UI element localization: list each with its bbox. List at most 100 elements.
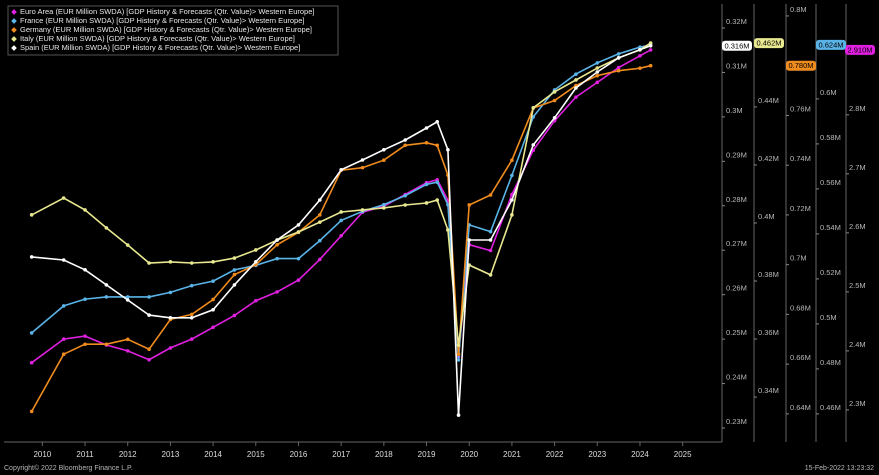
- data-point: [83, 208, 87, 212]
- data-point: [211, 279, 215, 283]
- data-point: [510, 173, 514, 178]
- value-tag: [786, 60, 816, 71]
- data-point: [318, 238, 322, 243]
- data-point: [211, 307, 215, 312]
- data-point: [467, 203, 472, 207]
- data-point: [147, 347, 151, 352]
- y-tick-label: 0.38M: [758, 270, 779, 279]
- data-point: [648, 48, 653, 52]
- data-point: [211, 325, 215, 330]
- data-point: [456, 343, 461, 347]
- data-point: [147, 313, 151, 317]
- y-tick-label: 2.7M: [849, 163, 866, 172]
- legend-label: France (EUR Million SWDA) [GDP History &…: [20, 16, 304, 25]
- data-point: [125, 298, 130, 302]
- x-tick-label: 2021: [503, 450, 521, 459]
- legend-marker: [11, 9, 17, 15]
- data-point: [488, 273, 493, 277]
- x-tick-label: 2015: [247, 450, 265, 459]
- data-point: [638, 47, 642, 52]
- y-tick-label: 0.24M: [726, 373, 747, 382]
- data-point: [296, 230, 301, 234]
- y-tick-label: 0.28M: [726, 195, 747, 204]
- data-point: [648, 41, 653, 45]
- data-point: [638, 54, 642, 58]
- value-tag: [816, 39, 846, 50]
- legend-label: Germany (EUR Million SWDA) [GDP History …: [20, 25, 312, 34]
- value-tag: [845, 44, 875, 55]
- value-tag: [754, 38, 784, 49]
- data-point: [382, 147, 386, 152]
- data-point: [29, 360, 34, 365]
- data-point: [125, 243, 130, 247]
- data-point: [360, 208, 365, 212]
- data-point: [83, 267, 87, 272]
- x-tick-label: 2012: [119, 450, 137, 459]
- data-point: [125, 349, 130, 353]
- y-tick-label: 0.26M: [726, 284, 747, 293]
- data-point: [424, 140, 429, 145]
- data-point: [574, 95, 578, 99]
- y-tick-label: 0.31M: [726, 61, 747, 70]
- data-point: [638, 45, 642, 49]
- data-point: [232, 268, 237, 272]
- y-tick-label: 0.6M: [820, 88, 837, 97]
- value-tag-label: 0.316M: [724, 41, 749, 50]
- data-point: [189, 312, 194, 317]
- y-tick-label: 0.58M: [820, 133, 841, 142]
- y-tick-label: 0.25M: [726, 328, 747, 337]
- data-point: [168, 290, 173, 295]
- data-point: [488, 248, 493, 253]
- y-tick-label: 0.7M: [790, 254, 807, 263]
- data-point: [435, 180, 440, 184]
- data-point: [211, 260, 215, 264]
- data-point: [574, 86, 578, 90]
- data-point: [147, 295, 151, 299]
- data-point: [648, 43, 653, 48]
- y-tick-label: 0.4M: [758, 212, 775, 221]
- data-point: [339, 218, 343, 223]
- y-tick-label: 0.48M: [820, 358, 841, 367]
- data-point: [83, 342, 87, 347]
- series-line: [31, 45, 651, 416]
- data-point: [360, 158, 365, 162]
- legend-label: Spain (EUR Million SWDA) [GDP History & …: [20, 43, 300, 52]
- data-point: [382, 202, 386, 207]
- x-tick-label: 2013: [162, 450, 180, 459]
- data-point: [403, 143, 407, 148]
- data-point: [61, 352, 66, 356]
- data-point: [339, 167, 343, 172]
- data-point: [275, 256, 279, 261]
- y-tick-label: 0.74M: [790, 154, 811, 163]
- x-tick-label: 2025: [674, 450, 692, 459]
- data-point: [189, 283, 194, 288]
- value-tag-label: 0.462M: [756, 39, 781, 48]
- data-point: [61, 196, 66, 200]
- data-point: [61, 258, 66, 262]
- data-point: [189, 261, 194, 265]
- data-point: [339, 234, 343, 238]
- footer-right: 15-Feb-2022 13:23:32: [805, 465, 874, 472]
- legend-label: Euro Area (EUR Million SWDA) [GDP Histor…: [20, 7, 314, 16]
- data-point: [147, 357, 151, 362]
- y-tick-label: 0.8M: [790, 5, 807, 14]
- data-point: [168, 260, 173, 264]
- legend-label: Italy (EUR Million SWDA) [GDP History & …: [20, 34, 295, 43]
- value-tag-label: 0.780M: [788, 61, 813, 70]
- data-point: [382, 158, 386, 163]
- y-tick-label: 0.66M: [790, 353, 811, 362]
- data-point: [104, 342, 109, 347]
- value-tag-label: 0.624M: [818, 40, 843, 49]
- data-point: [296, 256, 301, 261]
- x-tick-label: 2016: [290, 450, 308, 459]
- y-tick-label: 2.3M: [849, 399, 866, 408]
- data-point: [232, 313, 237, 318]
- data-point: [29, 409, 34, 414]
- data-point: [253, 248, 258, 252]
- data-point: [467, 238, 472, 242]
- data-point: [253, 259, 258, 264]
- y-tick-label: 0.32M: [726, 17, 747, 26]
- y-tick-label: 0.27M: [726, 239, 747, 248]
- y-tick-label: 0.42M: [758, 154, 779, 163]
